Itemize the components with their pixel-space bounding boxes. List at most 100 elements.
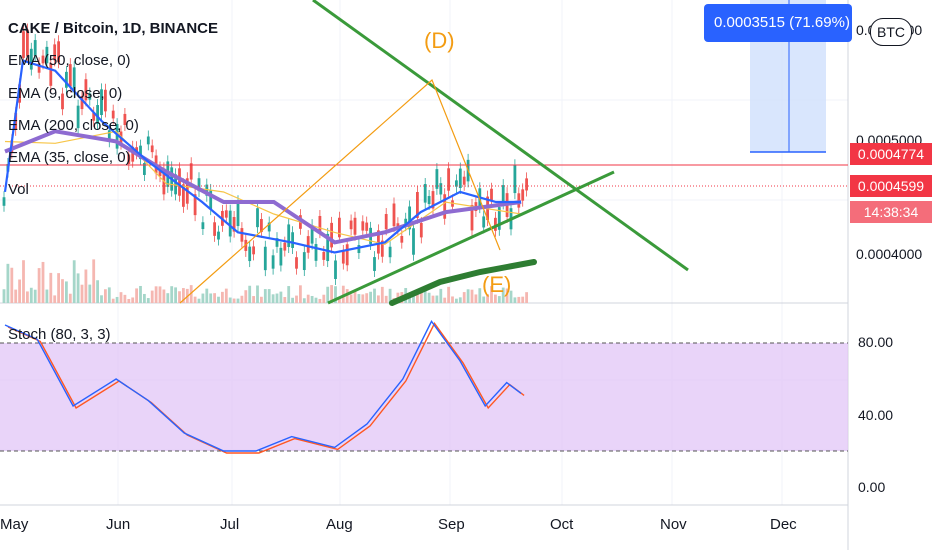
candle-body	[158, 167, 162, 177]
ema50-legend[interactable]: EMA (50, close, 0)	[8, 52, 131, 69]
volume-bar	[416, 289, 419, 303]
volume-bar	[443, 297, 447, 303]
volume-bar	[447, 286, 450, 303]
candle-body	[349, 220, 353, 230]
candle-body	[193, 194, 197, 216]
volume-bar	[143, 293, 146, 303]
volume-legend[interactable]: Vol	[8, 181, 29, 198]
volume-bar	[517, 296, 521, 303]
volume-bar	[88, 284, 92, 303]
candle-body	[497, 207, 501, 230]
candle-body	[291, 232, 294, 248]
candle-body	[271, 255, 275, 269]
candle-body	[189, 163, 193, 180]
candle-body	[65, 71, 68, 88]
volume-bar	[439, 288, 443, 303]
volume-bar	[451, 296, 454, 303]
ema9-legend[interactable]: EMA (9, close, 0)	[8, 85, 123, 102]
volume-bar	[322, 294, 326, 303]
volume-bar	[279, 291, 283, 303]
candle-body	[439, 183, 443, 195]
candle-body	[256, 208, 259, 228]
volume-bar	[256, 285, 259, 303]
candle-body	[84, 79, 88, 101]
candle-body	[131, 146, 135, 162]
stoch-legend[interactable]: Stoch (80, 3, 3)	[8, 326, 111, 343]
volume-bar	[334, 286, 337, 303]
volume-bar	[115, 296, 119, 303]
volume-bar	[131, 297, 135, 303]
candle-body	[236, 201, 240, 227]
volume-bar	[271, 294, 275, 303]
volume-bar	[345, 289, 349, 303]
candle-body	[431, 191, 435, 209]
candle-body	[267, 222, 271, 232]
month-label-dec: Dec	[770, 516, 797, 533]
volume-bar	[228, 297, 232, 303]
volume-bar	[84, 269, 88, 303]
candle-body	[501, 185, 505, 204]
ema35-legend[interactable]: EMA (35, close, 0)	[8, 149, 131, 166]
measure-tool-label[interactable]: 0.0003515 (71.69%) 35	[704, 4, 852, 42]
volume-bar	[513, 297, 517, 303]
volume-bar	[490, 286, 493, 303]
symbol-legend[interactable]: CAKE / Bitcoin, 1D, BINANCE	[8, 20, 219, 37]
candle-body	[338, 217, 341, 238]
candle-body	[68, 64, 72, 87]
volume-bar	[107, 287, 111, 303]
volume-bar	[80, 284, 84, 303]
candle-body	[377, 230, 380, 254]
volume-bar	[349, 294, 353, 303]
currency-badge[interactable]: BTC	[870, 18, 912, 46]
volume-bar	[318, 298, 322, 303]
upper-trendline[interactable]	[312, 0, 689, 272]
wave-label-d[interactable]: (D)	[424, 28, 455, 53]
candle-body	[287, 224, 291, 248]
stoch-d-line	[7, 322, 525, 454]
candle-body	[49, 63, 53, 86]
candle-body	[357, 245, 361, 254]
volume-bar	[6, 263, 10, 303]
volume-bar	[244, 290, 248, 303]
candle-body	[92, 112, 96, 121]
volume-bar	[310, 295, 314, 303]
ema200-legend[interactable]: EMA (200, close, 0)	[8, 117, 139, 134]
volume-bar	[252, 296, 255, 303]
volume-bar	[2, 289, 6, 303]
volume-bar	[373, 288, 376, 303]
volume-bar	[14, 289, 18, 303]
volume-bar	[431, 295, 435, 303]
ema50-line	[3, 59, 522, 254]
volume-bar	[380, 286, 384, 303]
candle-body	[400, 236, 404, 243]
stoch-label-80: 80.00	[858, 334, 894, 350]
wave-lines[interactable]	[179, 78, 501, 304]
volume-bar	[146, 298, 150, 303]
volume-bar	[123, 294, 127, 303]
candle-body	[404, 218, 408, 226]
candle-body	[111, 110, 115, 119]
volume-bar	[427, 292, 431, 303]
volume-bar	[412, 295, 415, 303]
volume-bar	[388, 288, 392, 303]
trendlines[interactable]	[312, 0, 689, 305]
candle-body	[127, 154, 131, 164]
volume-bars	[2, 259, 528, 303]
candle-body	[345, 244, 349, 266]
wave-label-e[interactable]: (E)	[482, 272, 512, 297]
volume-bar	[470, 289, 474, 303]
volume-bar	[423, 290, 427, 303]
volume-bar	[162, 289, 166, 303]
volume-bar	[501, 287, 505, 303]
volume-bar	[76, 273, 80, 303]
volume-bar	[260, 296, 263, 303]
lower-trendline[interactable]	[327, 170, 615, 305]
price-tag-last: 0.0004599	[850, 175, 932, 197]
candle-body	[263, 246, 267, 271]
volume-bar	[365, 293, 369, 303]
candle-body	[392, 203, 396, 227]
candle-body	[361, 221, 365, 231]
volume-bar	[26, 291, 29, 303]
volume-bar	[68, 293, 72, 303]
